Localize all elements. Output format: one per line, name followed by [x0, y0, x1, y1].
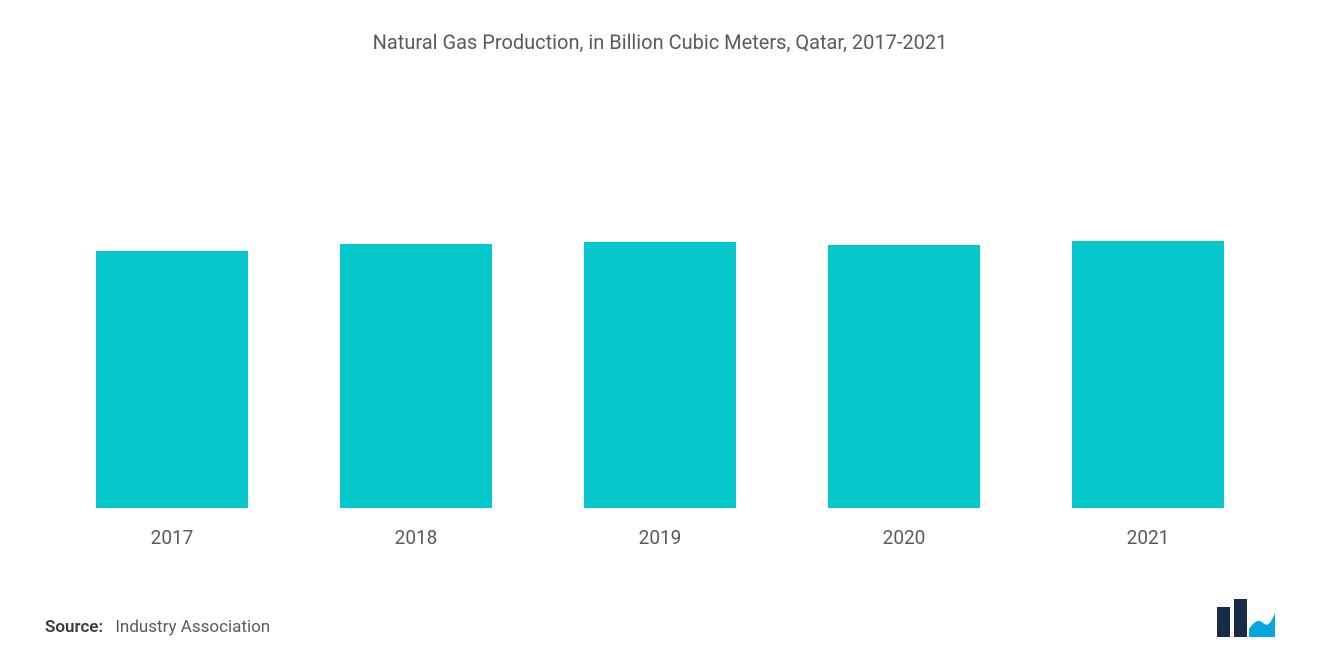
bar-label: 2019	[639, 526, 682, 549]
bar-label: 2020	[883, 526, 926, 549]
bar-label: 2018	[395, 526, 438, 549]
bar	[96, 251, 248, 508]
plot-area: 2017 2018 2019 2020 2021	[30, 84, 1290, 599]
source-text: Industry Association	[115, 617, 270, 637]
chart-container: Natural Gas Production, in Billion Cubic…	[30, 20, 1290, 645]
bar-group: 2019	[538, 242, 782, 549]
brand-logo	[1217, 599, 1275, 637]
source-label: Source:	[45, 617, 103, 637]
bar-group: 2018	[294, 244, 538, 549]
bar-group: 2020	[782, 245, 1026, 549]
bar	[584, 242, 736, 508]
bar-group: 2017	[50, 251, 294, 549]
bar	[340, 244, 492, 508]
bar	[1072, 241, 1224, 508]
logo-icon	[1217, 599, 1275, 637]
bar-label: 2021	[1127, 526, 1170, 549]
source-line: Source: Industry Association	[45, 617, 270, 637]
chart-footer: Source: Industry Association	[30, 599, 1290, 645]
chart-title: Natural Gas Production, in Billion Cubic…	[30, 30, 1290, 54]
bar-group: 2021	[1026, 241, 1270, 549]
bar	[828, 245, 980, 508]
bar-label: 2017	[151, 526, 194, 549]
